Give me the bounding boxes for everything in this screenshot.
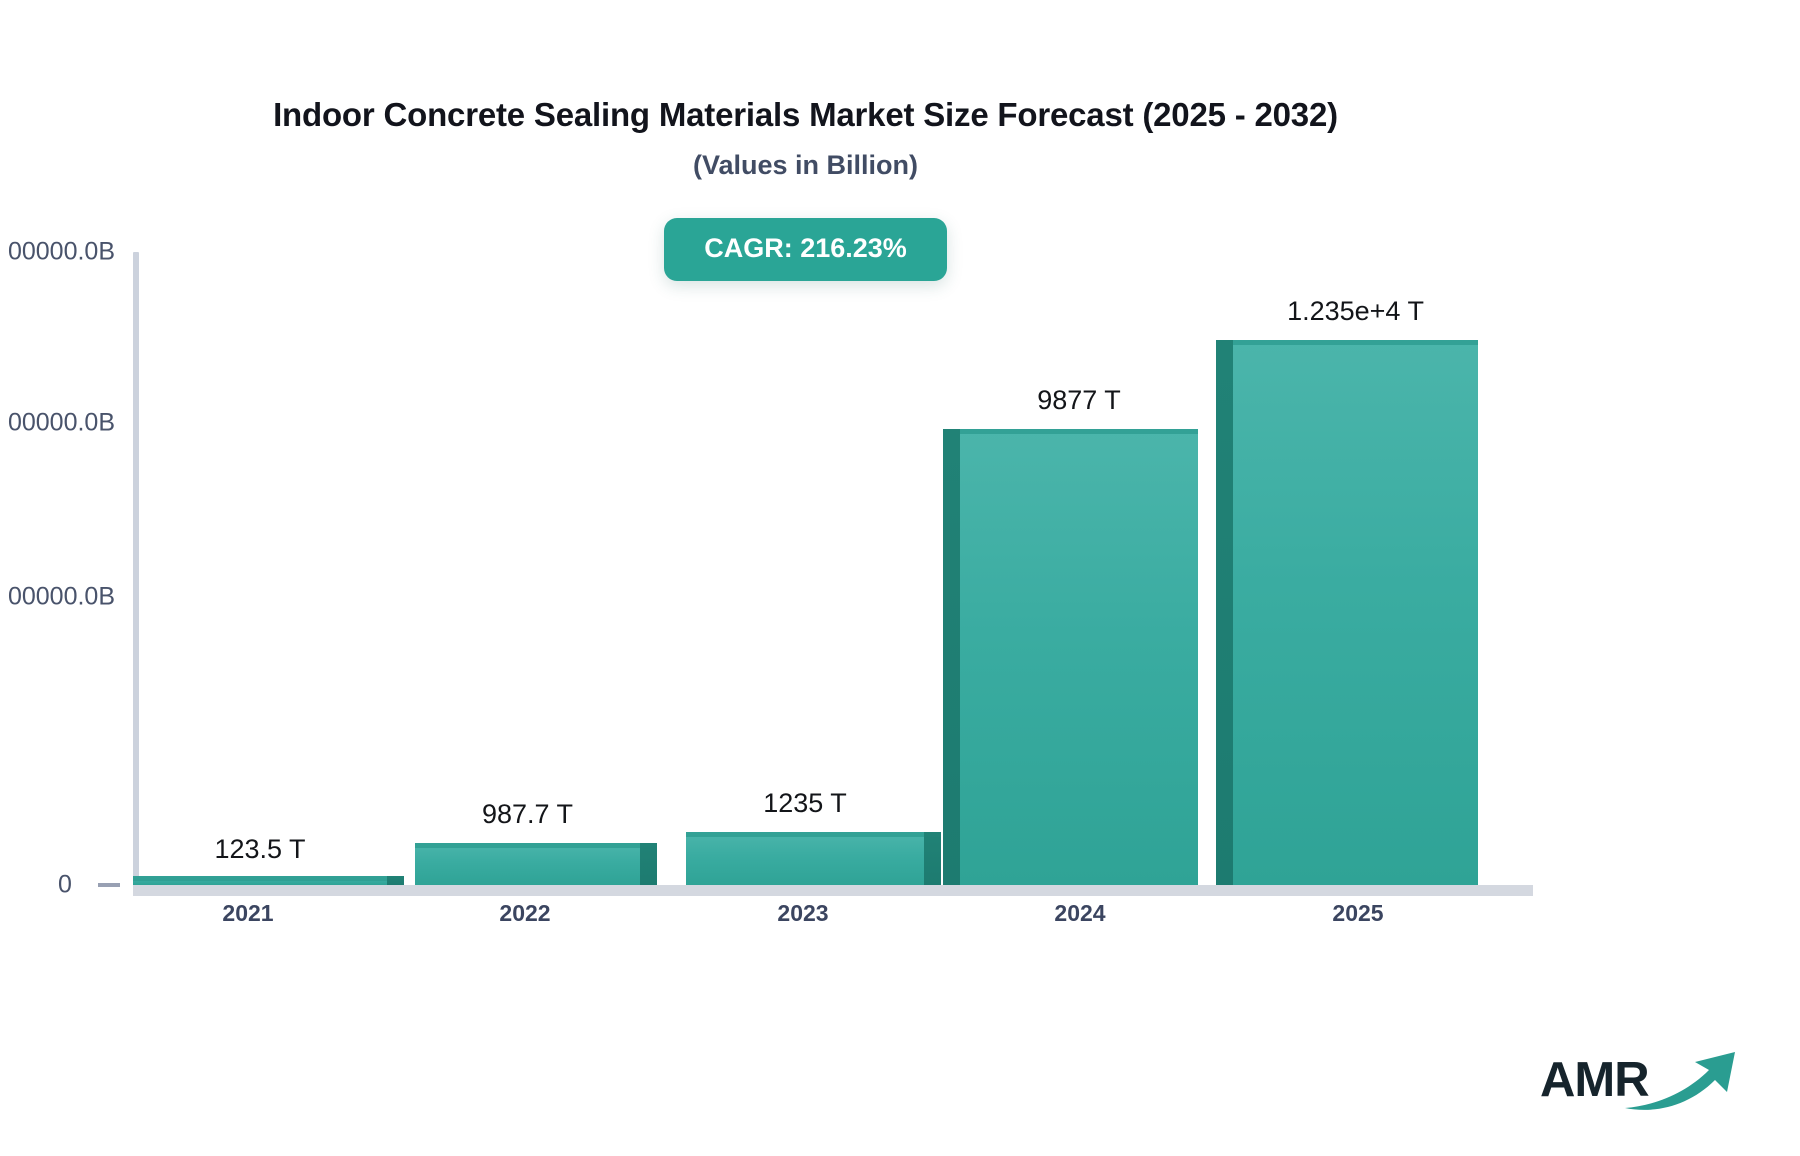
bar-2022[interactable]: 987.7 T xyxy=(415,252,657,885)
bar-2024[interactable]: 9877 T xyxy=(943,252,1198,885)
bar-front-face xyxy=(415,843,640,885)
bar-top-cap xyxy=(133,876,387,881)
bar-front-face xyxy=(133,876,387,885)
plot-area xyxy=(133,252,1533,896)
x-axis-baseline xyxy=(133,885,1533,896)
page-title: Indoor Concrete Sealing Materials Market… xyxy=(273,96,1338,133)
amr-logo: AMR xyxy=(1540,1040,1743,1121)
bar-top-cap xyxy=(1233,340,1478,345)
bar-2025[interactable]: 1.235e+4 T xyxy=(1216,252,1478,885)
x-axis-tick-labels: 2021 2022 2023 2024 2025 xyxy=(133,900,1533,940)
bar-front-face xyxy=(686,832,924,885)
bar-side-face xyxy=(924,832,941,885)
title-block: Indoor Concrete Sealing Materials Market… xyxy=(0,96,1611,181)
cagr-badge: CAGR: 216.23% xyxy=(664,218,947,281)
bar-top-cap xyxy=(415,843,640,848)
x-tick-2023: 2023 xyxy=(777,900,829,926)
amr-logo-text: AMR xyxy=(1540,1053,1650,1107)
bar-value-label: 987.7 T xyxy=(481,799,574,829)
bar-value-label: 123.5 T xyxy=(214,834,306,864)
x-tick-2021: 2021 xyxy=(222,900,274,926)
bar-2021[interactable]: 123.5 T xyxy=(133,252,404,885)
bar-top-cap xyxy=(686,832,924,837)
y-tick-label: 00000.0B xyxy=(7,582,115,611)
bar-2023[interactable]: 1235 T xyxy=(686,252,941,885)
x-tick-2022: 2022 xyxy=(499,900,551,926)
y-tick-label: 00000.0B xyxy=(7,237,115,266)
bar-front-face xyxy=(1233,340,1478,885)
x-tick-2024: 2024 xyxy=(1054,900,1106,926)
cagr-badge-wrap: CAGR: 216.23% xyxy=(0,218,1611,281)
bar-value-label: 1.235e+4 T xyxy=(1287,296,1424,326)
x-tick-2025: 2025 xyxy=(1332,900,1384,926)
y-tick-label: 00000.0B xyxy=(7,408,115,437)
bar-side-face xyxy=(640,843,657,885)
bar-side-face xyxy=(387,876,404,885)
bars-layer: 123.5 T 987.7 T 1235 T 9877 T xyxy=(133,252,1533,885)
bar-value-label: 1235 T xyxy=(763,788,847,818)
y-axis-line xyxy=(133,252,139,885)
bar-value-label: 9877 T xyxy=(1037,385,1121,415)
growth-arrow-icon xyxy=(1623,1046,1743,1121)
bar-side-face xyxy=(1216,340,1233,885)
y-tick-label-zero: 0 xyxy=(58,870,72,899)
bar-front-face xyxy=(960,429,1198,885)
bar-side-face xyxy=(943,429,960,885)
chart-subtitle: (Values in Billion) xyxy=(692,149,919,180)
y-tick-mark xyxy=(98,883,120,887)
bar-top-cap xyxy=(960,429,1198,434)
